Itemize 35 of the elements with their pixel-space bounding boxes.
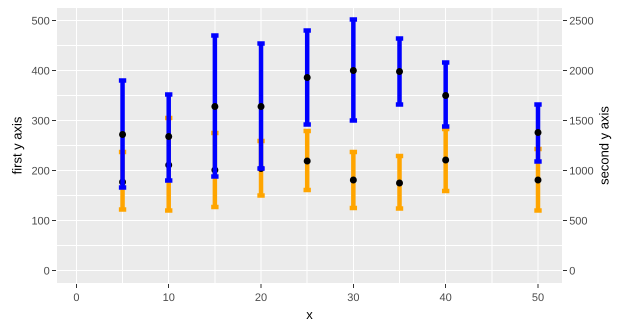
- point: [119, 131, 126, 138]
- x-tick-label: 30: [347, 292, 360, 304]
- point: [534, 176, 542, 184]
- point: [396, 180, 404, 186]
- y-tick-label: 100: [31, 215, 50, 228]
- y-tick-label: 300: [31, 115, 50, 128]
- y2-tick-label: 1000: [569, 165, 594, 178]
- point: [396, 68, 404, 75]
- y-tick-label: 0: [44, 265, 50, 278]
- point: [442, 156, 450, 164]
- x-tick-label: 50: [532, 292, 544, 304]
- y-tick-label: 200: [31, 165, 50, 178]
- point: [442, 92, 450, 99]
- y2-tick-label: 500: [569, 215, 588, 228]
- point: [258, 103, 265, 110]
- x-tick-label: 10: [162, 292, 175, 304]
- y2-axis-title: second y axis: [596, 106, 612, 185]
- x-axis-title: x: [306, 306, 314, 322]
- x-tick-label: 20: [254, 292, 268, 304]
- point: [165, 133, 172, 140]
- point: [350, 176, 357, 184]
- y-tick-label: 500: [31, 15, 50, 28]
- point: [304, 74, 311, 81]
- point: [534, 129, 542, 136]
- y2-tick-label: 1500: [569, 115, 594, 128]
- x-tick-label: 40: [440, 292, 452, 304]
- x-tick-label: 0: [73, 292, 80, 304]
- point: [350, 67, 357, 74]
- y2-tick-label: 0: [569, 265, 576, 278]
- point: [304, 158, 311, 164]
- y2-tick-label: 2000: [569, 65, 594, 78]
- point: [211, 103, 218, 110]
- y-axis-title: first y axis: [9, 116, 24, 174]
- y-tick-label: 400: [31, 65, 50, 78]
- y2-tick-label: 2500: [569, 15, 594, 28]
